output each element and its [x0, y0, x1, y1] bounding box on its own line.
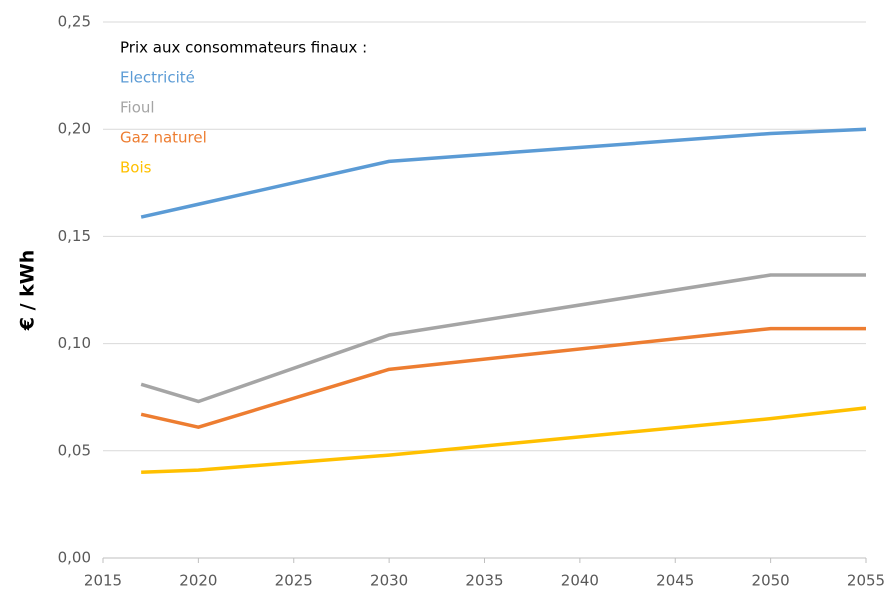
x-tick-label: 2050	[752, 572, 790, 590]
x-tick-label: 2020	[179, 572, 217, 590]
x-tick-label: 2025	[275, 572, 313, 590]
y-tick-label: 0,25	[58, 13, 91, 31]
legend-title: Prix aux consommateurs finaux :	[120, 39, 367, 57]
series-line	[140, 326, 866, 429]
legend-entry: Gaz naturel	[120, 129, 207, 147]
y-tick-label: 0,20	[58, 120, 91, 138]
x-tick-label: 2030	[370, 572, 408, 590]
y-tick-label: 0,00	[58, 549, 91, 567]
y-tick-label: 0,10	[58, 334, 91, 352]
x-tick-label: 2035	[465, 572, 503, 590]
x-tick-label: 2040	[561, 572, 599, 590]
series-line	[141, 406, 867, 474]
y-tick-label: 0,05	[58, 441, 91, 459]
x-tick-label: 2055	[847, 572, 885, 590]
series-line	[140, 127, 867, 219]
y-axis-label: € / kWh	[17, 250, 39, 332]
series-line	[140, 273, 866, 404]
legend-entry: Fioul	[120, 99, 155, 117]
legend-entry: Bois	[120, 159, 152, 177]
x-tick-label: 2045	[656, 572, 694, 590]
x-tick-label: 2015	[84, 572, 122, 590]
legend-entry: Electricité	[120, 69, 195, 87]
y-tick-label: 0,15	[58, 227, 91, 245]
